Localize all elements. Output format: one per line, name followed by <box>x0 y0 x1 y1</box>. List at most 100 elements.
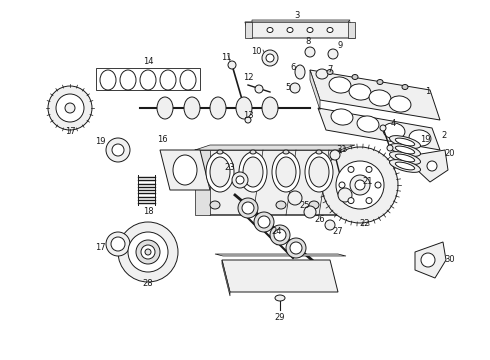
Ellipse shape <box>145 249 151 255</box>
Ellipse shape <box>232 172 248 188</box>
Text: 8: 8 <box>305 37 311 46</box>
Ellipse shape <box>160 70 176 90</box>
Text: 18: 18 <box>143 207 153 216</box>
Text: 19: 19 <box>420 135 430 144</box>
Text: 26: 26 <box>315 216 325 225</box>
Ellipse shape <box>267 27 273 32</box>
Text: 29: 29 <box>275 314 285 323</box>
Ellipse shape <box>288 191 302 205</box>
Ellipse shape <box>239 152 267 192</box>
Ellipse shape <box>353 177 363 187</box>
Ellipse shape <box>112 144 124 156</box>
Ellipse shape <box>402 85 408 90</box>
Polygon shape <box>310 70 440 120</box>
Polygon shape <box>245 22 355 38</box>
Text: 25: 25 <box>300 201 310 210</box>
Ellipse shape <box>304 206 316 218</box>
Ellipse shape <box>389 96 411 112</box>
Ellipse shape <box>336 161 384 209</box>
Ellipse shape <box>427 161 437 171</box>
Polygon shape <box>245 22 252 38</box>
Ellipse shape <box>210 97 226 119</box>
Ellipse shape <box>355 180 365 190</box>
Text: 3: 3 <box>294 10 300 19</box>
Ellipse shape <box>250 150 256 154</box>
Polygon shape <box>252 20 350 22</box>
Text: 20: 20 <box>445 148 455 158</box>
Text: 17: 17 <box>95 243 105 252</box>
Ellipse shape <box>331 109 353 125</box>
Ellipse shape <box>56 94 84 122</box>
Polygon shape <box>195 150 355 215</box>
Ellipse shape <box>369 90 391 106</box>
Ellipse shape <box>290 242 302 254</box>
Ellipse shape <box>395 154 415 162</box>
Text: 30: 30 <box>445 256 455 265</box>
Polygon shape <box>195 150 210 215</box>
Ellipse shape <box>390 152 420 165</box>
Ellipse shape <box>128 232 168 272</box>
Text: 9: 9 <box>338 41 343 50</box>
Ellipse shape <box>349 84 371 100</box>
Ellipse shape <box>238 198 258 218</box>
Ellipse shape <box>255 85 263 93</box>
Ellipse shape <box>157 97 173 119</box>
Ellipse shape <box>329 77 351 93</box>
Text: 17: 17 <box>65 127 75 136</box>
Ellipse shape <box>65 103 75 113</box>
Ellipse shape <box>409 130 431 146</box>
Text: 19: 19 <box>95 138 105 147</box>
Ellipse shape <box>421 253 435 267</box>
Ellipse shape <box>390 136 420 148</box>
Ellipse shape <box>245 117 251 123</box>
Ellipse shape <box>210 201 220 209</box>
Polygon shape <box>415 242 446 278</box>
Ellipse shape <box>276 201 286 209</box>
Text: 2: 2 <box>441 130 446 139</box>
Ellipse shape <box>322 147 398 223</box>
Ellipse shape <box>305 47 315 57</box>
Text: 23: 23 <box>225 163 235 172</box>
Ellipse shape <box>48 86 92 130</box>
Ellipse shape <box>375 182 381 188</box>
Text: 14: 14 <box>143 58 153 67</box>
Ellipse shape <box>350 175 370 195</box>
Ellipse shape <box>173 155 197 185</box>
Ellipse shape <box>258 216 270 228</box>
Polygon shape <box>348 22 355 38</box>
Ellipse shape <box>348 198 354 204</box>
Ellipse shape <box>283 150 289 154</box>
Polygon shape <box>215 254 346 256</box>
Text: 21: 21 <box>363 177 373 186</box>
Text: 31: 31 <box>337 145 347 154</box>
Ellipse shape <box>338 188 352 202</box>
Ellipse shape <box>339 182 345 188</box>
Ellipse shape <box>305 152 333 192</box>
Text: 24: 24 <box>272 228 282 237</box>
Ellipse shape <box>377 80 383 85</box>
Ellipse shape <box>390 159 420 172</box>
Ellipse shape <box>357 116 379 132</box>
Ellipse shape <box>395 162 415 170</box>
Text: 12: 12 <box>243 73 253 82</box>
Ellipse shape <box>120 70 136 90</box>
Ellipse shape <box>106 138 130 162</box>
Ellipse shape <box>309 201 319 209</box>
Ellipse shape <box>111 237 125 251</box>
Ellipse shape <box>327 69 333 75</box>
Text: 28: 28 <box>143 279 153 288</box>
Polygon shape <box>222 260 230 296</box>
Text: 6: 6 <box>290 63 295 72</box>
Polygon shape <box>222 260 338 292</box>
Ellipse shape <box>290 83 300 93</box>
Polygon shape <box>415 150 448 182</box>
Ellipse shape <box>217 150 223 154</box>
Text: 10: 10 <box>251 48 261 57</box>
Ellipse shape <box>276 157 296 187</box>
Ellipse shape <box>266 54 274 62</box>
Ellipse shape <box>327 27 333 32</box>
Polygon shape <box>318 108 440 150</box>
Ellipse shape <box>184 97 200 119</box>
Ellipse shape <box>236 176 244 184</box>
Ellipse shape <box>352 75 358 80</box>
